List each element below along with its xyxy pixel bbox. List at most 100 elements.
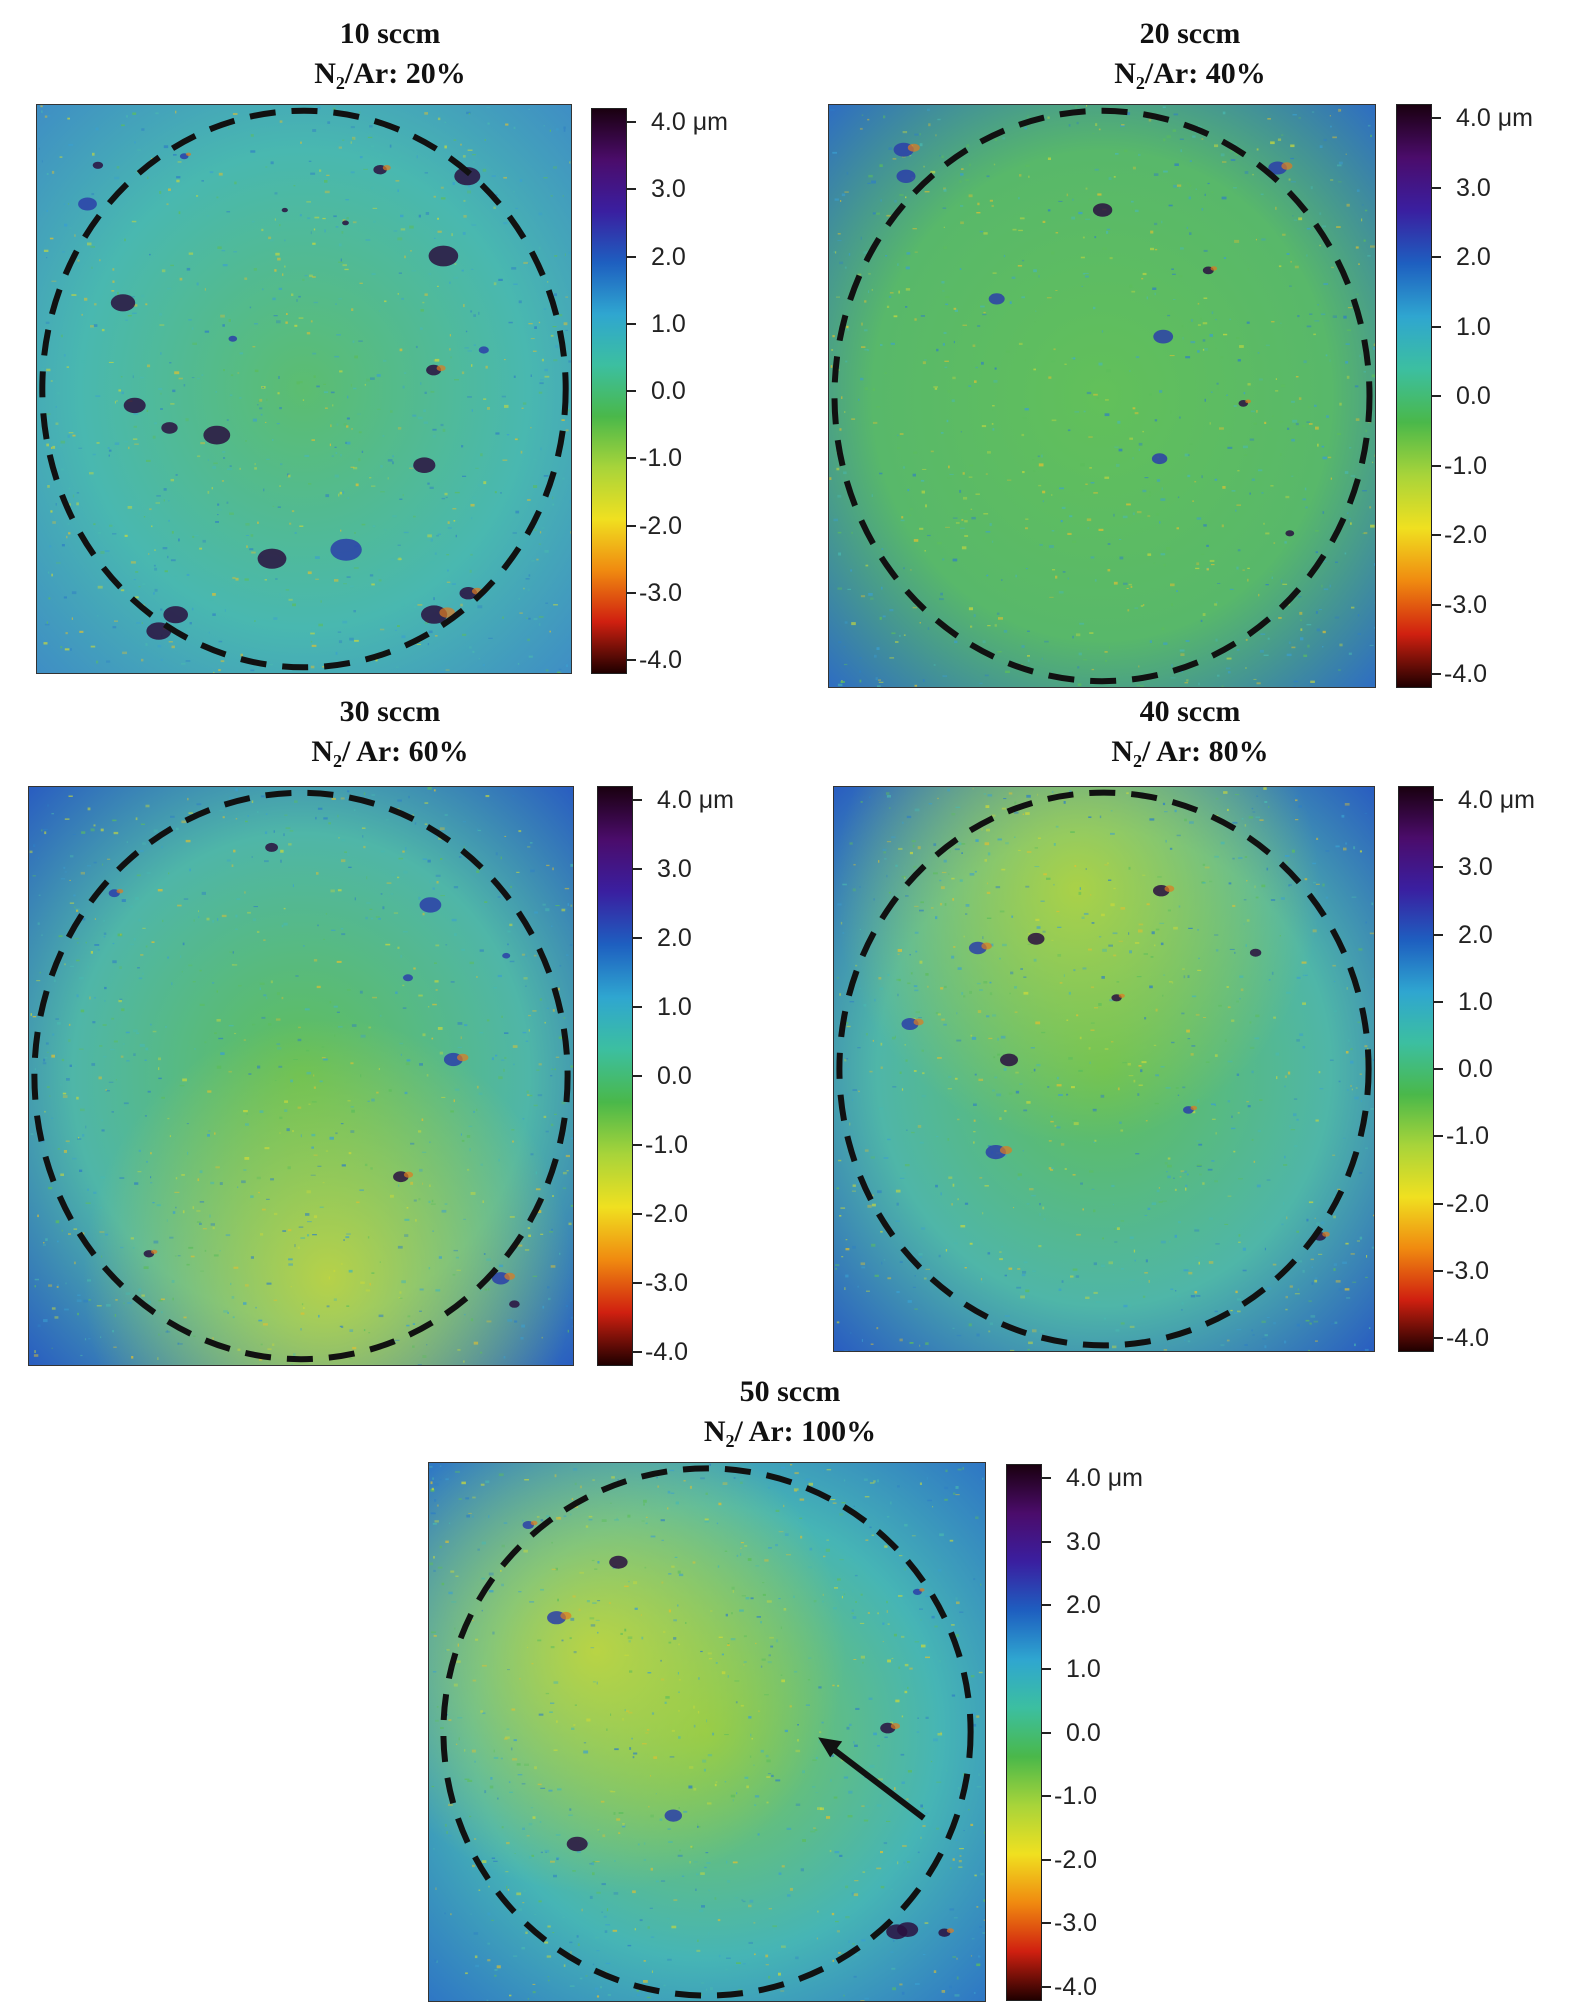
- dashed-circle: [39, 107, 569, 671]
- map-highlight: [429, 1463, 985, 2001]
- defect-spot: [163, 606, 188, 624]
- colorbar-tick-label: -2.0: [1446, 1189, 1490, 1218]
- colorbar-tick: [1432, 603, 1441, 606]
- panel-title-2-flow: 20 sccm: [1139, 17, 1241, 50]
- height-map-image: [834, 787, 1374, 1351]
- colorbar-tick: [1042, 1858, 1051, 1861]
- colorbar-tick-label: -4.0: [1444, 660, 1488, 688]
- colorbar-tick: [627, 524, 636, 527]
- colorbar-tick-label: -2.0: [639, 511, 683, 540]
- colorbar-tick-label: -1.0: [1054, 1782, 1098, 1811]
- defect-spot: [110, 294, 136, 312]
- defect-spot: [664, 1809, 682, 1822]
- height-map-4: [833, 786, 1375, 1352]
- colorbar-tick-label: 1.0: [657, 993, 692, 1021]
- panel-title-5-ratio: N₂/ Ar: 100%: [703, 1415, 877, 1448]
- colorbar-tick: [633, 868, 642, 870]
- dashed-circle: [440, 1465, 974, 1999]
- panel-title-1-ratio: N₂/Ar: 20%: [314, 57, 466, 90]
- colorbar-tick: [627, 121, 636, 123]
- map-highlight: [29, 787, 573, 1365]
- colorbar-tick-label: 3.0: [651, 175, 686, 204]
- panel-title-5-flow: 50 sccm: [739, 1375, 841, 1408]
- colorbar-tick: [1042, 1986, 1051, 1988]
- map-highlight: [834, 787, 1374, 1351]
- colorbar-gradient: [1006, 1464, 1042, 2001]
- colorbar-tick-label: 2.0: [657, 924, 692, 952]
- colorbar-tick-label: 1.0: [1458, 987, 1493, 1016]
- defect-spot: [454, 167, 481, 186]
- colorbar-tick-label: -1.0: [1444, 451, 1488, 480]
- defect-spot: [257, 548, 287, 569]
- colorbar-tick: [633, 1282, 642, 1284]
- defect-spot: [265, 842, 278, 852]
- arrow-indicator: [818, 1737, 926, 1821]
- defect-spot: [988, 293, 1005, 305]
- colorbar-tick-label: -2.0: [1054, 1845, 1098, 1874]
- colorbar-tick: [633, 1075, 642, 1077]
- panel-title-4: 40 sccm N₂/ Ar: 80%: [990, 692, 1390, 772]
- colorbar-tick: [1434, 799, 1443, 801]
- colorbar-tick-label: -3.0: [1446, 1256, 1490, 1285]
- defect-spot: [228, 335, 238, 342]
- colorbar-tick: [1434, 1000, 1443, 1003]
- colorbar-tick: [627, 188, 636, 191]
- colorbar-tick-label: -4.0: [645, 1338, 689, 1366]
- colorbar-tick-label: 1.0: [651, 309, 686, 338]
- defect-spot: [419, 897, 442, 913]
- height-map-image: [829, 105, 1375, 687]
- map-background: [829, 105, 1375, 687]
- colorbar-tick: [1042, 1922, 1051, 1925]
- colorbar-tick: [633, 1351, 642, 1353]
- defect-spot: [281, 207, 288, 213]
- colorbar-tick-label: -1.0: [645, 1131, 689, 1159]
- colorbar-tick: [633, 937, 642, 939]
- colorbar-tick: [1042, 1477, 1051, 1479]
- colorbar-tick: [627, 390, 636, 392]
- defect-spot: [203, 425, 231, 445]
- colorbar-tick-label: 1.0: [1456, 312, 1491, 341]
- colorbar-gradient: [597, 786, 633, 1366]
- colorbar-tick-label: -3.0: [639, 578, 683, 607]
- height-map-2: [828, 104, 1376, 688]
- colorbar-tick-label: 0.0: [651, 377, 686, 405]
- defect-spot: [1153, 329, 1174, 344]
- defect-spot: [1092, 203, 1113, 217]
- panel-title-2: 20 sccm N₂/Ar: 40%: [990, 14, 1390, 94]
- panel-title-3-ratio: N₂/ Ar: 60%: [311, 735, 469, 768]
- colorbar-tick-label: 4.0 μm: [651, 108, 728, 136]
- colorbar-tick: [1432, 673, 1441, 675]
- colorbar-tick-label: -1.0: [1446, 1122, 1490, 1151]
- defect-spot: [1151, 453, 1168, 465]
- map-speckle: [29, 787, 573, 1365]
- defect-spot: [161, 422, 178, 434]
- colorbar-tick: [1434, 1135, 1443, 1138]
- panel-title-5: 50 sccm N₂/ Ar: 100%: [590, 1372, 990, 1452]
- panel-title-1-flow: 10 sccm: [339, 17, 441, 50]
- colorbar-tick-label: 0.0: [1458, 1055, 1493, 1083]
- panel-title-4-flow: 40 sccm: [1139, 695, 1241, 728]
- colorbar-tick-label: 3.0: [657, 855, 692, 883]
- colorbar-tick: [1434, 1269, 1443, 1272]
- colorbar-tick: [1042, 1731, 1051, 1734]
- defect-spot: [896, 169, 916, 183]
- colorbar-tick-label: 2.0: [1456, 243, 1491, 271]
- defect-spot: [502, 952, 511, 959]
- colorbar-tick-label: -4.0: [639, 646, 683, 674]
- colorbar-tick: [1432, 117, 1441, 119]
- colorbar-tick: [627, 322, 636, 325]
- map-speckle: [835, 787, 1374, 1351]
- defect-spot: [1000, 1053, 1018, 1067]
- colorbar-tick-label: 3.0: [1456, 173, 1491, 202]
- height-map-3: [28, 786, 574, 1366]
- height-map-5: [428, 1462, 986, 2002]
- panel-title-1: 10 sccm N₂/Ar: 20%: [190, 14, 590, 94]
- colorbar-tick: [1042, 1540, 1051, 1543]
- colorbar-tick-label: 3.0: [1458, 853, 1493, 882]
- defect-spot: [330, 538, 362, 561]
- colorbar-tick: [1434, 1202, 1443, 1205]
- colorbar-tick-label: -3.0: [1444, 590, 1488, 619]
- colorbar-tick: [633, 1213, 642, 1215]
- defect-spot: [78, 197, 97, 211]
- map-speckle: [37, 105, 571, 673]
